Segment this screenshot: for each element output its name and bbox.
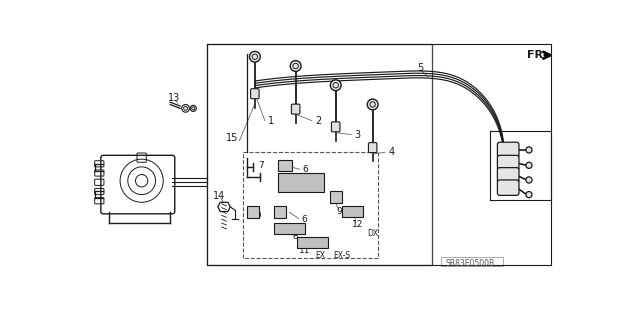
- Circle shape: [367, 99, 378, 110]
- Text: 9: 9: [337, 207, 342, 216]
- Text: DX: DX: [367, 229, 378, 238]
- Bar: [278, 173, 324, 191]
- Text: 14: 14: [212, 191, 225, 201]
- Bar: [247, 206, 259, 219]
- Text: EX-S: EX-S: [333, 251, 351, 260]
- FancyBboxPatch shape: [497, 155, 519, 171]
- Text: 13: 13: [168, 93, 180, 103]
- FancyBboxPatch shape: [332, 122, 340, 132]
- Text: 4: 4: [388, 147, 394, 157]
- Text: EX: EX: [316, 251, 325, 260]
- Bar: [274, 223, 305, 234]
- FancyBboxPatch shape: [497, 168, 519, 183]
- FancyBboxPatch shape: [369, 143, 377, 152]
- Text: 5: 5: [417, 63, 424, 72]
- Text: 15: 15: [227, 133, 239, 143]
- Circle shape: [526, 177, 532, 183]
- Text: 12: 12: [351, 220, 363, 229]
- FancyBboxPatch shape: [291, 104, 300, 114]
- Text: 11: 11: [299, 246, 310, 255]
- Text: FR.: FR.: [527, 50, 547, 60]
- Circle shape: [250, 51, 260, 62]
- Text: 6: 6: [301, 215, 307, 224]
- Text: 8: 8: [292, 233, 298, 241]
- Text: SR83E0500B: SR83E0500B: [445, 259, 494, 268]
- Text: 2: 2: [315, 116, 321, 126]
- Circle shape: [526, 147, 532, 153]
- Text: 1: 1: [268, 116, 274, 126]
- Circle shape: [330, 80, 341, 91]
- FancyBboxPatch shape: [251, 89, 259, 99]
- Bar: [297, 237, 328, 248]
- FancyBboxPatch shape: [497, 180, 519, 195]
- Bar: [274, 206, 287, 219]
- FancyBboxPatch shape: [497, 142, 519, 158]
- Circle shape: [526, 162, 532, 168]
- Bar: [330, 191, 342, 203]
- Text: 3: 3: [354, 130, 360, 139]
- Text: 6: 6: [302, 165, 308, 174]
- Circle shape: [526, 191, 532, 198]
- Text: 7: 7: [258, 161, 264, 170]
- Bar: [207, 44, 432, 265]
- Text: 10: 10: [252, 211, 263, 220]
- Bar: [342, 206, 363, 217]
- Bar: [278, 160, 292, 171]
- Bar: [441, 257, 503, 266]
- Circle shape: [291, 61, 301, 71]
